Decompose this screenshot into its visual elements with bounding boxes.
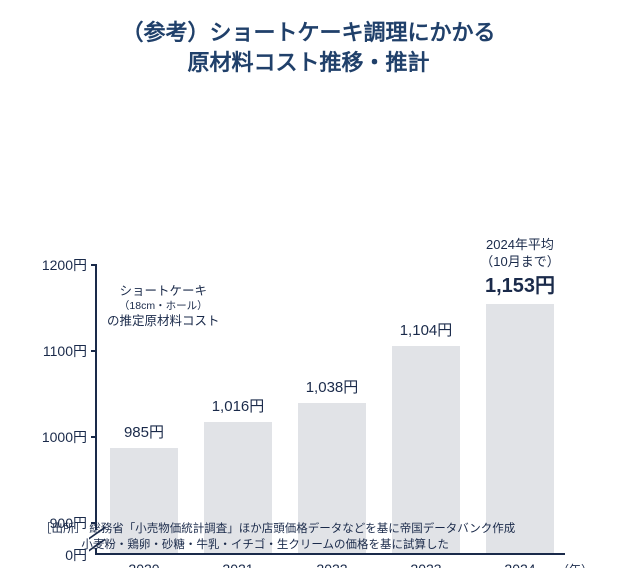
- y-tick: [91, 350, 97, 352]
- bar-value-label: 1,153円: [485, 269, 555, 298]
- page: （参考）ショートケーキ調理にかかる 原材料コスト推移・推計 （年） 0円900円…: [0, 0, 617, 568]
- bar-value-label: 1,016円: [212, 395, 265, 416]
- chart-title-line1: （参考）ショートケーキ調理にかかる: [0, 18, 617, 48]
- bar-superlabel-line1: 2024年平均: [480, 237, 559, 253]
- y-tick: [91, 264, 97, 266]
- chart-note-paren: （18cm・ホール）: [107, 300, 220, 314]
- source-line1: 総務省「小売物価統計調査」ほか店頭価格データなどを基に帝国データバンク作成: [89, 523, 515, 535]
- x-tick-label: 2020: [128, 561, 159, 568]
- chart-note-line2: の推定原材料コスト: [107, 313, 220, 329]
- bar-value-label: 985円: [124, 421, 164, 442]
- y-tick-label: 1200円: [42, 255, 87, 275]
- x-tick-label: 2021: [222, 561, 253, 568]
- plot-area: （年） 0円900円1000円1100円1200円985円20201,016円2…: [95, 265, 565, 555]
- bar: 1,153円2024年平均（10月まで）: [486, 304, 554, 554]
- x-tick-label: 2023: [410, 561, 441, 568]
- y-tick: [91, 436, 97, 438]
- bar-value-label: 1,038円: [306, 376, 359, 397]
- y-tick-label: 1100円: [43, 341, 87, 361]
- chart-title-line2: 原材料コスト推移・推計: [0, 48, 617, 78]
- x-tick-label: 2024: [504, 561, 535, 568]
- source-label: ［出所］: [40, 521, 86, 538]
- chart-title: （参考）ショートケーキ調理にかかる 原材料コスト推移・推計: [0, 0, 617, 77]
- bar-value-label: 1,104円: [400, 319, 453, 340]
- source-footer: ［出所］ 総務省「小売物価統計調査」ほか店頭価格データなどを基に帝国データバンク…: [40, 521, 597, 554]
- chart-note: ショートケーキ（18cm・ホール）の推定原材料コスト: [107, 283, 220, 329]
- source-line2: 小麦粉・鶏卵・砂糖・牛乳・イチゴ・生クリームの価格を基に試算した: [40, 537, 597, 554]
- bar-superlabel: 2024年平均（10月まで）: [480, 237, 559, 270]
- y-tick-label: 1000円: [42, 427, 87, 447]
- x-axis-unit: （年）: [557, 561, 593, 568]
- x-tick-label: 2022: [316, 561, 347, 568]
- chart-note-line1: ショートケーキ: [107, 283, 220, 299]
- bar-superlabel-line2: （10月まで）: [480, 254, 559, 270]
